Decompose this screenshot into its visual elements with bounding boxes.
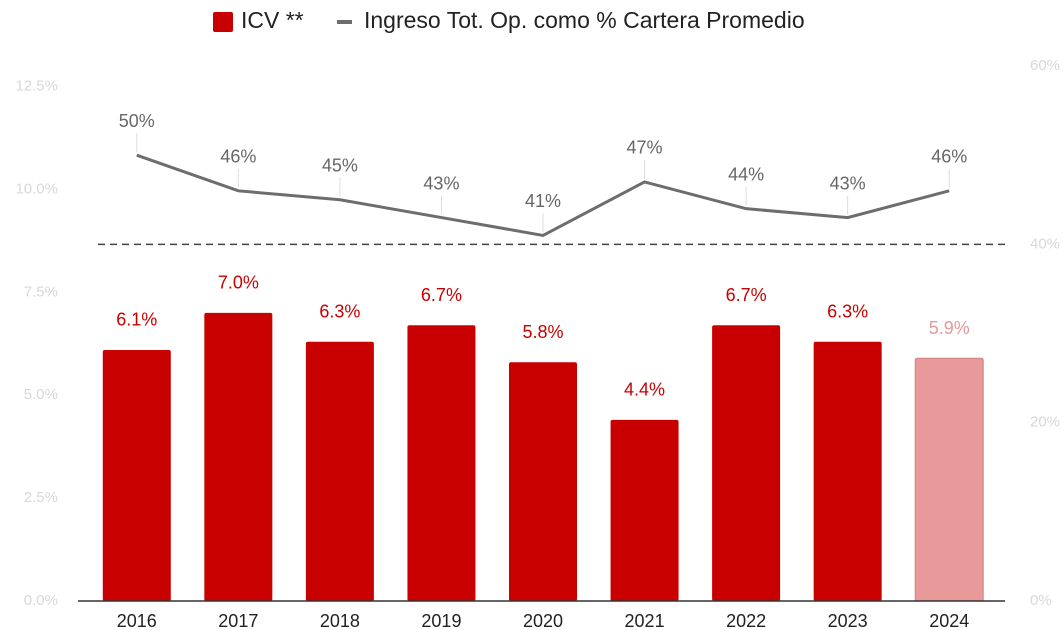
data-label: 50% [119,111,155,131]
data-label: 43% [830,173,866,193]
legend-swatch [213,12,233,32]
data-label: 5.8% [522,322,563,342]
bar [204,312,273,601]
x-tick-label: 2023 [828,611,868,630]
data-label: 6.7% [726,285,767,305]
x-tick-label: 2024 [929,611,969,630]
bar [712,325,781,601]
y-tick-label: 5.0% [24,386,58,403]
x-tick-label: 2017 [218,611,258,630]
data-label: 45% [322,156,358,176]
legend-label: Ingreso Tot. Op. como % Cartera Promedio [364,7,805,33]
y-tick-label: 10.0% [15,180,58,197]
bar [813,341,882,601]
data-label: 44% [728,164,764,184]
data-label: 41% [525,191,561,211]
data-label: 7.0% [218,273,259,293]
data-label: 6.7% [421,285,462,305]
y-tick-label: 12.5% [15,78,58,95]
bar [914,357,984,602]
bar [509,362,577,601]
y2-tick-label: 40% [1030,235,1060,252]
data-label: 6.3% [319,301,360,321]
data-label: 6.1% [116,310,157,330]
x-tick-label: 2018 [320,611,360,630]
y-tick-label: 7.5% [24,283,58,300]
y-tick-label: 2.5% [24,489,58,506]
data-label: 43% [423,173,459,193]
y-tick-label: 0.0% [24,592,58,609]
data-label: 46% [931,147,967,167]
data-label: 6.3% [827,301,868,321]
x-tick-label: 2021 [625,611,665,630]
y2-tick-label: 20% [1030,414,1060,431]
bar [610,419,679,601]
y2-tick-label: 0% [1030,592,1052,609]
data-label: 5.9% [929,318,970,338]
legend-label: ICV ** [241,7,304,33]
x-tick-label: 2020 [523,611,563,630]
bar [102,349,171,601]
bar [407,325,476,601]
data-label: 46% [220,147,256,167]
y2-tick-label: 60% [1030,57,1060,74]
data-label: 47% [627,138,663,158]
x-tick-label: 2016 [117,611,157,630]
data-label: 4.4% [624,380,665,400]
bar [305,341,374,601]
line [136,153,950,237]
x-tick-label: 2019 [421,611,461,630]
x-tick-label: 2022 [726,611,766,630]
